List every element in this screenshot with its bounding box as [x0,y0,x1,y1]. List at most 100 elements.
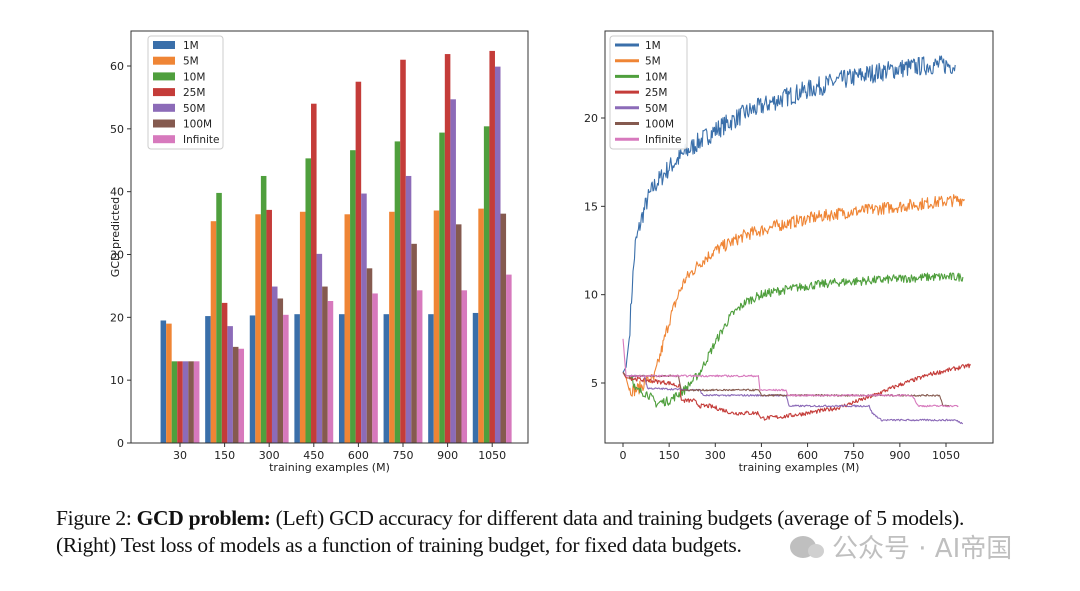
legend-label-100M: 100M [183,119,212,131]
bar-100M-300 [277,298,284,443]
legend-label-10M: 10M [645,71,667,83]
bar-5M-900 [433,210,440,443]
caption-line1: (Left) GCD accuracy for different data a… [275,506,965,530]
x-tick-label: 300 [259,449,280,462]
x-tick-label: 300 [705,449,726,462]
x-axis-label: training examples (M) [739,461,860,474]
bar-10M-30 [171,361,178,443]
line-10M [622,272,964,408]
bar-100M-450 [322,286,328,443]
line-50M [622,372,963,425]
bar-100M-600 [366,268,373,443]
x-tick-label: 1050 [478,449,506,462]
bar-10M-150 [216,192,222,443]
bar-5M-30 [166,323,172,443]
figure-caption: Figure 2: GCD problem: (Left) GCD accura… [56,505,1056,559]
bar-1M-300 [249,315,256,443]
bar-10M-300 [260,175,267,443]
plot-frame [604,30,994,444]
bar-25M-450 [311,103,317,443]
x-tick-label: 750 [393,449,414,462]
x-tick-label: 150 [659,449,680,462]
bar-10M-750 [394,141,401,443]
x-axis-label: training examples (M) [269,461,390,474]
y-tick-label: 10 [110,374,124,387]
x-tick-label: 30 [173,449,187,462]
bar-100M-750 [411,243,417,443]
y-axis-label: GCD predicted [109,197,122,277]
x-tick-label: 750 [843,449,864,462]
line-5M [622,194,965,397]
y-tick-label: 20 [584,112,598,125]
x-tick-label: 900 [889,449,910,462]
bar-25M-750 [400,59,406,443]
bar-Infinite-1050 [506,274,512,443]
bar-50M-30 [182,361,189,443]
watermark: 公众号 · AI帝国 [790,528,1012,565]
bar-25M-30 [177,361,183,443]
bar-Infinite-900 [461,290,468,443]
bar-1M-900 [428,314,434,443]
legend-swatch-1M [153,41,175,49]
legend-swatch-Infinite [153,135,175,144]
bar-25M-150 [221,302,228,443]
line-Infinite [622,338,959,408]
wechat-icon [790,535,824,558]
legend-label-5M: 5M [183,56,199,68]
bar-1M-1050 [472,312,479,443]
y-tick-label: 20 [110,311,124,324]
caption-bold: GCD problem: [136,506,271,530]
legend-swatch-100M [153,119,175,128]
legend-label-Infinite: Infinite [183,134,220,146]
legend-label-25M: 25M [645,87,667,99]
x-tick-label: 1050 [932,449,960,462]
y-tick-label: 30 [110,249,124,262]
legend-label-50M: 50M [183,103,205,115]
bar-Infinite-750 [416,290,423,443]
bar-1M-600 [338,314,345,443]
legend-label-1M: 1M [645,40,661,52]
legend-box [609,35,688,150]
bar-25M-900 [444,54,451,444]
bar-10M-1050 [483,126,490,443]
caption-label: Figure 2: [56,506,132,530]
x-tick-label: 600 [797,449,818,462]
x-tick-label: 150 [214,449,235,462]
legend-label-1M: 1M [183,40,199,52]
bar-25M-300 [266,209,272,443]
bar-25M-600 [355,81,362,444]
plot-frame [130,30,529,444]
bar-10M-450 [305,158,312,443]
y-tick-label: 5 [591,377,598,390]
bar-Infinite-30 [193,361,200,443]
legend-swatch-5M [153,56,175,65]
right-line-chart: 5 10 15 20 0 150 300 450 600 750 900 1050 training e… [584,30,994,474]
x-tick-label: 0 [620,449,627,462]
watermark-text: 公众号 · AI帝国 [832,534,1013,564]
x-tick-label: 450 [751,449,772,462]
legend: 1M 5M 10M 25M 50M 100M Infinite [609,35,688,150]
bar-50M-1050 [494,66,501,443]
bar-50M-300 [271,286,278,443]
x-tick-label: 900 [437,449,458,462]
bar-5M-300 [255,214,261,443]
y-tick-label: 40 [110,186,124,199]
bar-1M-30 [160,320,167,443]
legend-swatch-25M [153,88,175,97]
line-1M [622,55,956,373]
legend-label-5M: 5M [645,56,661,68]
bar-100M-30 [188,361,194,443]
bar-Infinite-150 [238,348,245,443]
bar-Infinite-300 [283,314,289,443]
bar-100M-900 [455,224,462,443]
caption-line2: (Right) Test loss of models as a functio… [56,533,742,557]
bar-50M-600 [361,193,367,443]
y-tick-label: 10 [584,289,598,302]
bar-Infinite-450 [327,301,334,443]
legend-label-100M: 100M [645,119,674,131]
bar-50M-750 [405,175,412,443]
bar-1M-450 [294,314,300,443]
bar-100M-1050 [500,213,507,443]
legend-label-Infinite: Infinite [645,134,682,146]
